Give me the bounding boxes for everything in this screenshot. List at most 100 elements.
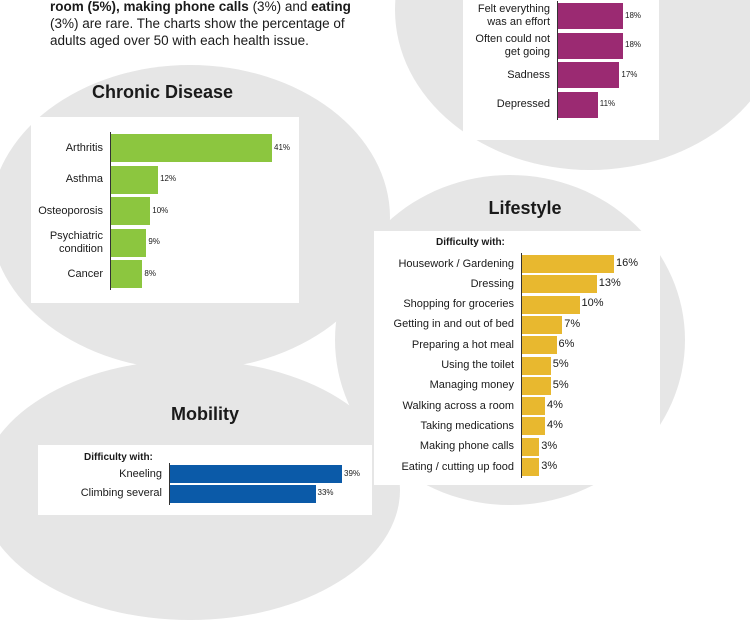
chronic-disease-chart-panel: 41% Arthritis 12% Asthma 10% Osteoporosis 9% Ps… xyxy=(31,117,299,303)
lifestyle-value-label: 4% xyxy=(547,419,563,432)
mobility-category-label-line: Climbing several xyxy=(80,487,162,499)
mental-category-label-line: Felt everything xyxy=(477,3,550,15)
lifestyle-bar xyxy=(522,315,563,334)
lifestyle-bar xyxy=(522,397,545,416)
chronic-category-label-line: Asthma xyxy=(65,173,103,185)
chronic-bar xyxy=(111,165,159,194)
intro-line2: (3%) are rare. The charts show the perce… xyxy=(50,16,345,31)
mobility-category-label: Climbing several xyxy=(36,487,162,500)
chronic-bar xyxy=(111,197,151,225)
chronic-bar xyxy=(111,134,272,162)
mental-value-label: 17% xyxy=(621,69,638,79)
mental-category-label-line: was an effort xyxy=(487,16,550,28)
chronic-value-label: 9% xyxy=(148,237,160,247)
mobility-subtitle: Difficulty with: xyxy=(84,452,153,463)
mental-category-label-line: Depressed xyxy=(496,98,550,110)
mental-value-label: 18% xyxy=(625,10,642,20)
lifestyle-value-label: 7% xyxy=(564,317,581,330)
intro-line1-c: (3%) and xyxy=(248,0,312,14)
mobility-category-label-line: Kneeling xyxy=(119,467,162,480)
mental-bar xyxy=(558,91,598,118)
lifestyle-category-label-line: Shopping for groceries xyxy=(403,298,514,311)
chronic-category-label-line: Psychiatric xyxy=(49,229,103,242)
lifestyle-category-label: Shopping for groceries xyxy=(371,298,514,311)
mobility-value-label: 39% xyxy=(344,468,361,478)
mobility-axis xyxy=(169,463,170,505)
chronic-disease-title: Chronic Disease xyxy=(91,82,234,102)
lifestyle-value-label: 4% xyxy=(547,398,563,411)
mobility-category-label: Kneeling xyxy=(36,468,162,481)
lifestyle-category-label-line: Preparing a hot meal xyxy=(411,338,514,351)
intro-line1-b: making phone calls xyxy=(123,0,249,14)
lifestyle-bar xyxy=(522,458,540,476)
chronic-value-label: 10% xyxy=(152,205,169,215)
lifestyle-category-label-line: Eating / cutting up food xyxy=(401,460,514,473)
mental-category-label: Felt everything was an effort xyxy=(462,3,550,29)
chronic-category-label: Asthma xyxy=(29,173,103,186)
chronic-category-label-line: Arthritis xyxy=(65,141,103,154)
lifestyle-category-label-line: Making phone calls xyxy=(419,440,514,453)
lifestyle-category-label: Using the toilet xyxy=(371,359,514,372)
mental-category-label: Often could not get going xyxy=(462,33,550,59)
chronic-value-label: 41% xyxy=(274,142,291,152)
lifestyle-category-label-line: Using the toilet xyxy=(441,359,514,371)
mental-category-label-line: Often could not xyxy=(475,32,550,45)
mobility-value-label: 33% xyxy=(317,488,334,498)
chronic-category-label: Cancer xyxy=(29,268,103,281)
lifestyle-value-label: 5% xyxy=(552,358,569,371)
lifestyle-title: Lifestyle xyxy=(488,198,562,218)
lifestyle-category-label-line: Managing money xyxy=(429,379,514,392)
lifestyle-value-label: 5% xyxy=(552,378,569,391)
lifestyle-category-label-line: Walking across a room xyxy=(402,399,514,412)
mental-value-label: 11% xyxy=(599,99,616,109)
lifestyle-category-label: Managing money xyxy=(371,379,514,392)
mental-category-label: Depressed xyxy=(462,98,550,111)
lifestyle-bar xyxy=(522,417,545,436)
mental-category-label-line: get going xyxy=(504,45,550,58)
lifestyle-category-label: Eating / cutting up food xyxy=(371,461,514,474)
chronic-disease-axis xyxy=(110,132,111,290)
intro-text: room (5%), making phone calls (3%) and e… xyxy=(50,0,380,49)
mental-category-label: Sadness xyxy=(462,69,550,82)
chronic-bar xyxy=(111,260,143,288)
mental-health-axis xyxy=(557,1,558,120)
lifestyle-category-label: Housework / Gardening xyxy=(371,258,514,271)
chronic-value-label: 12% xyxy=(160,174,177,184)
chronic-category-label: Arthritis xyxy=(29,142,103,155)
lifestyle-axis xyxy=(521,253,522,478)
chronic-category-label-line: Cancer xyxy=(67,267,103,280)
lifestyle-category-label: Dressing xyxy=(371,278,514,291)
intro-line1-a: room (5%), xyxy=(50,0,124,14)
lifestyle-value-label: 6% xyxy=(558,338,575,351)
mobility-title: Mobility xyxy=(171,404,239,424)
mobility-chart-panel: Difficulty with: 39% Kneeling 33% Climbing … xyxy=(38,445,372,515)
lifestyle-chart-panel: Difficulty with: 16% Housework / Gardenin… xyxy=(374,231,660,485)
lifestyle-bar xyxy=(522,376,551,395)
lifestyle-bar xyxy=(522,255,614,273)
mental-bar xyxy=(558,62,620,88)
chronic-value-label: 8% xyxy=(144,268,156,278)
lifestyle-category-label: Getting in and out of bed xyxy=(371,318,514,331)
chronic-bar xyxy=(111,228,147,257)
mobility-bar xyxy=(170,465,342,483)
lifestyle-value-label: 13% xyxy=(598,277,621,290)
lifestyle-category-label-line: Getting in and out of bed xyxy=(393,318,514,331)
lifestyle-value-label: 3% xyxy=(541,439,558,452)
lifestyle-category-label: Making phone calls xyxy=(371,440,514,453)
lifestyle-category-label: Preparing a hot meal xyxy=(371,339,514,352)
chronic-category-label: Psychiatric condition xyxy=(29,230,103,256)
mobility-bar xyxy=(170,484,316,503)
lifestyle-category-label-line: Housework / Gardening xyxy=(398,257,514,270)
lifestyle-subtitle: Difficulty with: xyxy=(436,237,505,248)
lifestyle-bar xyxy=(522,336,557,355)
lifestyle-bar xyxy=(522,275,597,294)
mental-category-label-line: Sadness xyxy=(507,68,550,81)
chronic-category-label: Osteoporosis xyxy=(29,205,103,218)
lifestyle-bar xyxy=(522,356,551,375)
lifestyle-value-label: 16% xyxy=(616,256,639,269)
lifestyle-bar xyxy=(522,295,580,314)
lifestyle-value-label: 10% xyxy=(581,297,604,310)
chronic-category-label-line: Osteoporosis xyxy=(38,204,103,217)
lifestyle-category-label: Taking medications xyxy=(371,420,514,433)
lifestyle-category-label: Walking across a room xyxy=(371,400,514,413)
